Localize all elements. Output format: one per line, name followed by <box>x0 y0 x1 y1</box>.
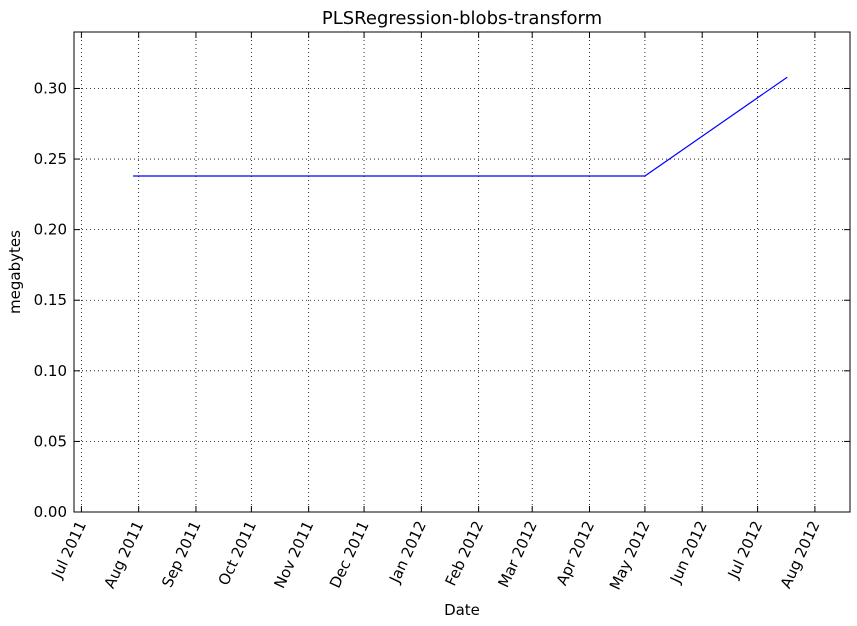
series-line <box>133 76 788 177</box>
y-axis-label: megabytes <box>6 230 24 314</box>
y-tick-label: 0.15 <box>34 291 67 309</box>
y-tick-label: 0.05 <box>34 432 67 450</box>
chart-title: PLSRegression-blobs-transform <box>322 8 602 29</box>
y-tick-label: 0.20 <box>34 221 67 239</box>
y-tick-label: 0.00 <box>34 503 67 521</box>
y-tick-label: 0.25 <box>34 150 67 168</box>
series-layer <box>133 76 788 177</box>
y-tick-label: 0.30 <box>34 79 67 97</box>
plot-frame <box>73 31 851 513</box>
y-tick-label: 0.10 <box>34 362 67 380</box>
ticks <box>74 32 850 513</box>
x-axis-label: Date <box>444 601 480 619</box>
